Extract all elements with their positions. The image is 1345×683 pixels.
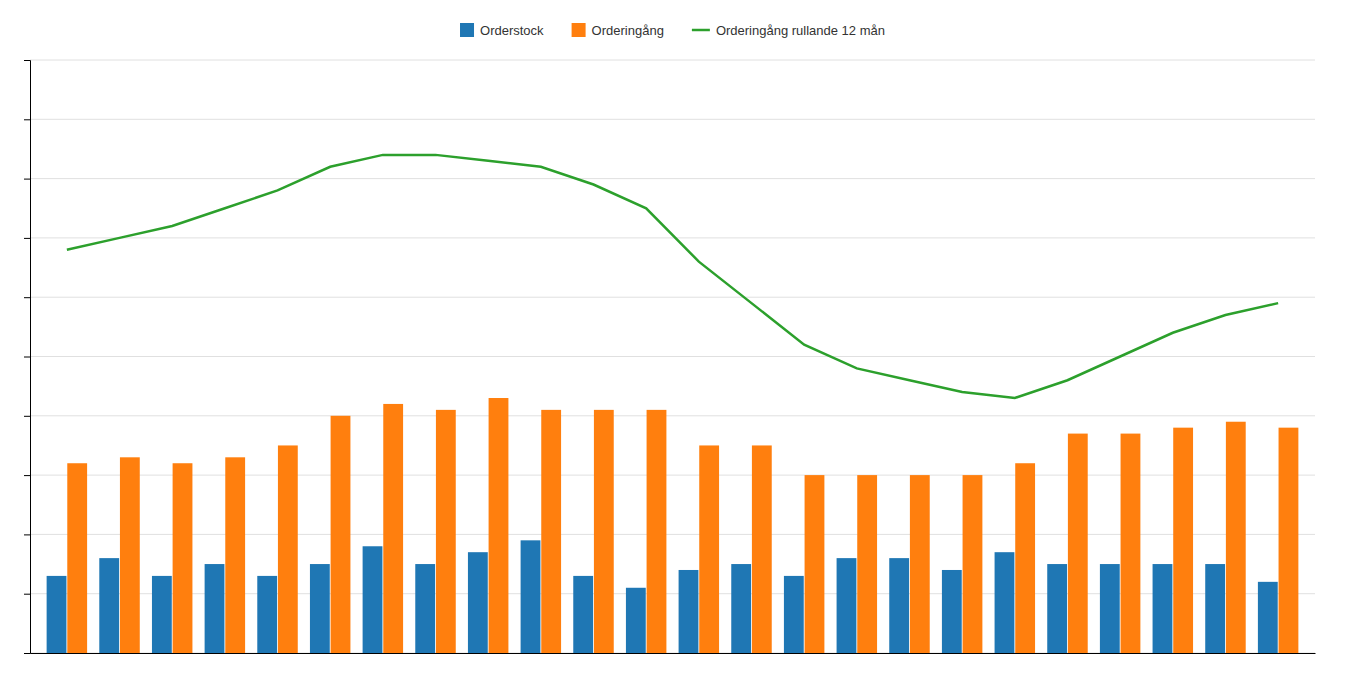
bar	[173, 463, 193, 653]
bar	[963, 475, 983, 653]
bar	[331, 416, 351, 653]
bar	[647, 410, 667, 653]
tick	[24, 594, 30, 595]
bar	[679, 570, 699, 653]
bar	[257, 576, 277, 653]
bar	[1153, 564, 1173, 653]
legend-label: Orderingång rullande 12 mån	[716, 23, 885, 38]
tick	[24, 238, 30, 239]
bar	[995, 552, 1015, 653]
bar	[752, 445, 772, 653]
bar	[67, 463, 87, 653]
bar	[1015, 463, 1035, 653]
legend-item: Orderingång rullande 12 mån	[692, 23, 885, 38]
axis-line	[24, 61, 31, 654]
legend-item: Orderingång	[572, 23, 664, 38]
tick	[24, 179, 30, 180]
bar	[731, 564, 751, 653]
bar	[363, 546, 383, 653]
bar	[225, 457, 245, 653]
bar-series	[67, 398, 1298, 653]
legend-swatch	[692, 29, 710, 32]
tick	[24, 119, 30, 120]
legend-label: Orderingång	[592, 23, 664, 38]
bar	[1047, 564, 1067, 653]
bar	[541, 410, 561, 653]
legend-label: Orderstock	[480, 23, 544, 38]
grid-line	[30, 297, 1315, 298]
bar	[1226, 422, 1246, 653]
grid	[30, 60, 1315, 653]
tick	[24, 534, 30, 535]
bar	[205, 564, 225, 653]
bar	[699, 445, 719, 653]
tick-mark	[24, 357, 30, 358]
line	[67, 155, 1278, 398]
tick-mark	[24, 416, 30, 417]
bar	[1279, 428, 1299, 653]
tick-mark	[24, 594, 30, 595]
tick-mark	[24, 179, 30, 180]
bar	[837, 558, 857, 653]
bar	[468, 552, 488, 653]
tick-mark	[24, 475, 30, 476]
bar	[857, 475, 877, 653]
bar	[805, 475, 825, 653]
grid-line	[30, 415, 1315, 416]
tick	[24, 475, 30, 476]
bar	[1121, 434, 1141, 653]
legend-item: Orderstock	[460, 23, 544, 38]
tick-mark	[24, 238, 30, 239]
bar	[47, 576, 67, 653]
bar	[1068, 434, 1088, 653]
x-axis	[31, 653, 1316, 654]
bar	[573, 576, 593, 653]
tick	[24, 653, 30, 654]
bar	[889, 558, 909, 653]
bar	[489, 398, 509, 653]
tick	[24, 357, 30, 358]
tick-mark	[24, 119, 30, 120]
bar	[383, 404, 403, 653]
bar	[1100, 564, 1120, 653]
tick-mark	[24, 297, 30, 298]
bar	[521, 540, 541, 653]
y-axis	[24, 61, 31, 654]
tick	[24, 60, 30, 61]
grid-line	[30, 119, 1315, 120]
bar	[942, 570, 962, 653]
bar	[1173, 428, 1193, 653]
bar	[415, 564, 435, 653]
bar	[99, 558, 119, 653]
chart: Orderstock Orderingång Orderingång rulland…	[0, 0, 1345, 683]
bar	[120, 457, 140, 653]
tick	[24, 416, 30, 417]
legend-swatch	[572, 23, 586, 37]
tick-mark	[24, 534, 30, 535]
bar	[626, 588, 646, 653]
bar	[278, 445, 298, 653]
legend: Orderstock Orderingång Orderingång rulland…	[460, 23, 885, 38]
tick-mark	[24, 653, 30, 654]
bar	[1205, 564, 1225, 653]
tick-mark	[24, 60, 30, 61]
legend-swatch	[460, 23, 474, 37]
bar	[594, 410, 614, 653]
bar	[1258, 582, 1278, 653]
grid-line	[30, 237, 1315, 238]
grid-line	[30, 178, 1315, 179]
plot-area	[47, 155, 1299, 653]
bar	[152, 576, 172, 653]
bar	[436, 410, 456, 653]
bar	[784, 576, 804, 653]
grid-line	[30, 60, 1315, 61]
bar	[910, 475, 930, 653]
bar	[310, 564, 330, 653]
tick	[24, 297, 30, 298]
axis-line	[31, 653, 1316, 654]
